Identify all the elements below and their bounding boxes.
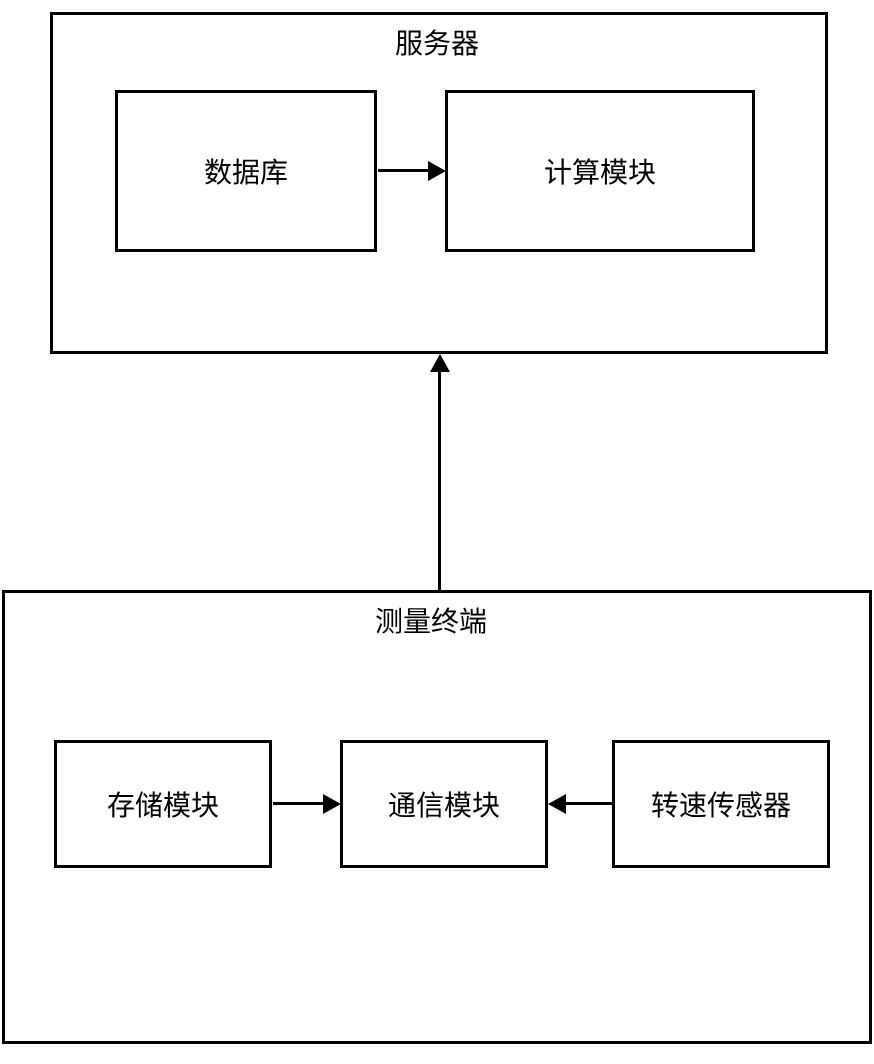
server-title: 服务器	[395, 22, 479, 62]
arrow-db-compute-head	[428, 161, 446, 181]
database-box: 数据库	[115, 90, 377, 252]
arrow-storage-comm-head	[323, 794, 341, 814]
arrow-terminal-server-head	[430, 354, 450, 372]
compute-box: 计算模块	[445, 90, 755, 252]
arrow-storage-comm-line	[273, 802, 323, 805]
arrow-sensor-comm-head	[548, 794, 566, 814]
comm-label: 通信模块	[388, 784, 500, 824]
sensor-label: 转速传感器	[651, 784, 791, 824]
compute-label: 计算模块	[544, 151, 656, 191]
arrow-sensor-comm-line	[564, 802, 612, 805]
terminal-title: 测量终端	[375, 600, 487, 640]
arrow-terminal-server-line	[438, 371, 441, 591]
database-label: 数据库	[204, 151, 288, 191]
storage-label: 存储模块	[107, 784, 219, 824]
arrow-db-compute-line	[378, 169, 428, 172]
sensor-box: 转速传感器	[612, 740, 830, 868]
comm-box: 通信模块	[340, 740, 548, 868]
storage-box: 存储模块	[54, 740, 272, 868]
